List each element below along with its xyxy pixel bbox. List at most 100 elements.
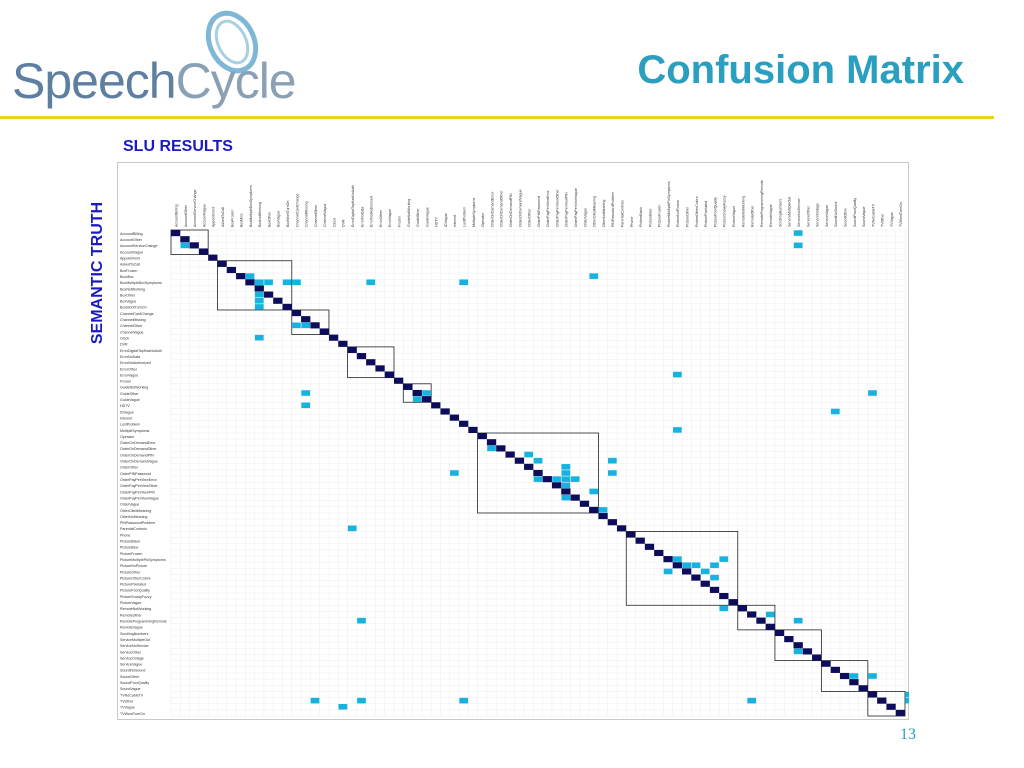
diagonal-cell: [774, 629, 785, 637]
diagonal-cell: [375, 365, 385, 372]
confusion-cell: [561, 494, 571, 501]
cluster-block: [347, 346, 395, 379]
row-tick-label: AccountBilling: [120, 232, 143, 236]
row-tick-label: ChannelVague: [120, 330, 144, 334]
column-tick-label: AccountServiceChange: [193, 189, 197, 227]
speechcycle-logo: SpeechCycle: [10, 4, 297, 114]
row-tick-label: OrderOnDemandOther: [120, 447, 157, 451]
row-tick-label: ErrorOther: [120, 367, 138, 371]
confusion-cell: [412, 396, 422, 402]
confusion-cell: [282, 279, 292, 286]
column-tick-label: SoundVague: [862, 206, 866, 227]
row-tick-label: ServiceVague: [120, 663, 142, 667]
confusion-cell: [719, 605, 729, 612]
confusion-cell: [700, 568, 710, 575]
column-tick-label: BoxNotWorking: [258, 202, 262, 227]
confusion-cell: [301, 402, 311, 409]
row-tick-label: PictureOther: [120, 570, 141, 574]
column-tick-label: SoundOther: [843, 207, 847, 227]
diagonal-cell: [709, 586, 720, 593]
row-tick-label: PictureMultiplePicSymptoms: [120, 558, 166, 562]
row-tick-label: ErrorDigitalTapHasNoAuth: [120, 349, 162, 353]
page-number: 13: [900, 726, 916, 743]
confusion-cell: [663, 568, 673, 575]
column-tick-label: RemoteOther: [751, 205, 755, 227]
row-tick-label: ChannelMissing: [120, 318, 146, 322]
cluster-block: [477, 432, 599, 514]
row-tick-label: GuideVague: [120, 398, 140, 402]
row-tick-label: RemoteOther: [120, 613, 142, 617]
row-tick-label: OrderPayPerViewError: [120, 478, 157, 482]
confusion-cell: [310, 697, 320, 704]
diagonal-cell: [700, 580, 710, 587]
row-tick-label: ServiceNoService: [120, 644, 149, 648]
diagonal-cell: [886, 703, 896, 710]
row-tick-label: ErrorNoData: [120, 355, 140, 359]
row-tick-label: ErrorVague: [120, 373, 138, 377]
diagonal-cell: [431, 402, 441, 409]
column-tick-label: Frozen: [397, 216, 401, 227]
logo-word-speech: Speech: [12, 53, 177, 109]
diagonal-cell: [412, 389, 422, 397]
row-tick-label: OrderPayPerViewVague: [120, 496, 159, 500]
confusion-cell: [673, 371, 682, 378]
diagonal-cell: [561, 488, 571, 495]
confusion-cell: [561, 482, 571, 489]
cluster-block: [625, 531, 739, 606]
confusion-cell: [254, 304, 264, 310]
row-tick-label: Frozen: [120, 380, 131, 384]
confusion-cell: [719, 556, 729, 562]
row-tick-label: GuideNotWorking: [120, 386, 148, 390]
column-tick-label: BoxVague: [277, 211, 281, 227]
column-tick-label: PictureMultiplePicSymptoms: [667, 181, 671, 227]
confusion-cell: [905, 691, 909, 698]
confusion-cell: [710, 574, 719, 581]
column-tick-label: ParentalControls: [620, 200, 624, 227]
confusion-cell: [552, 476, 561, 482]
diagonal-cell: [672, 562, 683, 569]
column-tick-label: PictureBlack: [639, 207, 643, 227]
confusion-cell: [338, 703, 348, 710]
diagonal-cell: [421, 396, 432, 403]
confusion-cell: [533, 457, 543, 464]
row-tick-label: SoundOther: [120, 675, 140, 679]
column-tick-label: AccountOther: [184, 204, 188, 227]
row-tick-label: ServiceMultipleOut: [120, 638, 150, 642]
diagonal-cell: [468, 426, 478, 434]
confusion-cell: [524, 451, 534, 458]
diagonal-cell: [663, 556, 673, 563]
cluster-block: [774, 629, 822, 662]
column-tick-label: Internet: [453, 215, 457, 227]
row-tick-label: ServiceOutage: [120, 656, 144, 660]
column-tick-label: ErrorNoData: [360, 207, 364, 227]
diagonal-cell: [524, 463, 534, 470]
confusion-cell: [254, 297, 264, 304]
row-tick-label: ParentalControls: [120, 527, 147, 531]
column-tick-label: OrderOnDemandPIN: [509, 193, 513, 227]
diagonal-cell: [514, 457, 525, 464]
column-tick-label: HDTV: [435, 217, 439, 227]
row-tick-label: OrderPINPassword: [120, 472, 151, 476]
confusion-cell: [793, 230, 803, 236]
confusion-cell: [793, 242, 803, 249]
confusion-cell: [607, 470, 617, 476]
diagonal-cell: [459, 420, 469, 427]
column-tick-label: ServiceVague: [825, 205, 829, 227]
row-tick-label: AccountServiceChange: [120, 244, 158, 248]
column-tick-label: PictureOther: [686, 206, 690, 227]
row-tick-label: IDVague: [120, 410, 134, 414]
column-tick-label: Clock: [332, 218, 336, 227]
diagonal-cell: [644, 543, 655, 550]
logo-swirl-icon: [205, 10, 259, 74]
column-tick-label: OrderOther: [528, 208, 532, 227]
diagonal-cell: [858, 685, 868, 692]
row-tick-label: AskedToCall: [120, 263, 140, 267]
row-tick-label: Phone: [120, 533, 130, 537]
column-tick-label: TVNoCableTV: [871, 203, 875, 227]
diagonal-cell: [654, 549, 664, 557]
column-tick-label: ServiceOutage: [816, 203, 820, 227]
diagonal-cell: [607, 519, 617, 526]
accent-divider: [0, 116, 994, 119]
confusion-cell: [264, 279, 273, 286]
page-title: Confusion Matrix: [637, 48, 964, 92]
